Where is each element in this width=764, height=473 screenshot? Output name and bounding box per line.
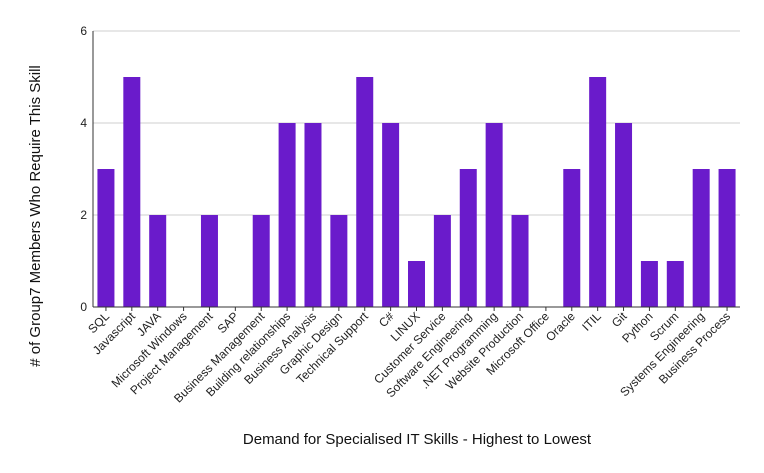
bar xyxy=(382,123,400,307)
axes xyxy=(92,31,740,311)
bar xyxy=(123,77,141,307)
bar xyxy=(200,215,218,307)
y-tick-label: 4 xyxy=(80,116,87,130)
y-tick-label: 0 xyxy=(80,300,87,314)
bar xyxy=(97,169,115,307)
bars xyxy=(97,77,736,307)
bar xyxy=(589,77,607,307)
bar xyxy=(330,215,348,307)
y-tick-label: 2 xyxy=(80,208,87,222)
bar xyxy=(666,261,684,307)
grid-lines xyxy=(93,30,740,216)
bar xyxy=(356,77,374,307)
bar xyxy=(278,123,296,307)
x-tick-label: ITIL xyxy=(579,309,604,334)
y-axis-title: # of Group7 Members Who Require This Ski… xyxy=(27,65,44,367)
bar xyxy=(563,169,581,307)
bar xyxy=(485,123,503,307)
bar xyxy=(459,169,477,307)
bar xyxy=(304,123,322,307)
bar xyxy=(433,215,451,307)
y-tick-label: 6 xyxy=(80,24,87,38)
x-tick-label: Oracle xyxy=(543,309,578,344)
y-tick-labels: 0 2 4 6 xyxy=(80,24,87,314)
bar xyxy=(692,169,710,307)
bar xyxy=(149,215,167,307)
bar xyxy=(252,215,270,307)
bar xyxy=(408,261,425,307)
bar xyxy=(718,169,736,307)
bar xyxy=(615,123,633,307)
bar xyxy=(511,215,529,307)
bar xyxy=(640,261,658,307)
x-axis-title: Demand for Specialised IT Skills - Highe… xyxy=(243,431,592,448)
